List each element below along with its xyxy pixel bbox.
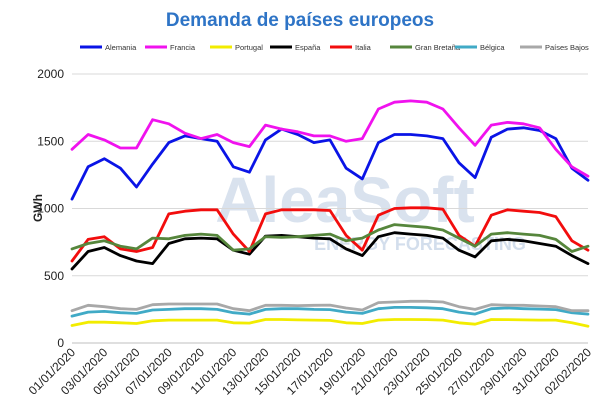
legend-label: Francia	[170, 43, 196, 52]
legend-item: Italia	[330, 43, 372, 52]
series-line-belgica	[70, 305, 590, 318]
legend-item: España	[270, 43, 321, 52]
legend-label: Alemania	[105, 43, 137, 52]
y-tick-label: 1000	[37, 202, 64, 216]
legend-item: Portugal	[210, 43, 263, 52]
watermark: AleaSoft ENERGY FORECASTING	[215, 164, 526, 254]
legend-item: Alemania	[80, 43, 137, 52]
series-line-espana	[70, 231, 590, 271]
legend: Alemania Francia Portugal España Italia Gran …	[80, 43, 589, 52]
series-line-gran-bretana	[70, 223, 590, 253]
legend-label: Portugal	[235, 43, 263, 52]
legend-label: España	[295, 43, 321, 52]
x-axis: 01/01/202003/01/202005/01/202007/01/2020…	[26, 345, 595, 398]
series-line-portugal	[70, 318, 590, 328]
legend-item: Gran Bretaña	[390, 43, 461, 52]
y-axis: 0 500 1000 1500 2000	[37, 67, 64, 350]
series-line-paises-bajos	[70, 299, 590, 313]
y-tick-label: 1500	[37, 134, 64, 148]
series-lines	[70, 99, 590, 328]
legend-label: Gran Bretaña	[415, 43, 461, 52]
legend-label: Países Bajos	[545, 43, 589, 52]
series-line-italia	[70, 206, 590, 263]
legend-item: Países Bajos	[520, 43, 589, 52]
chart-title: Demanda de países europeos	[166, 10, 434, 31]
y-tick-label: 500	[44, 269, 64, 283]
legend-item: Francia	[145, 43, 196, 52]
legend-label: Bélgica	[480, 43, 505, 52]
legend-item: Bélgica	[455, 43, 505, 52]
y-axis-label: GWh	[31, 194, 45, 222]
y-tick-label: 0	[57, 336, 64, 350]
series-line-francia	[70, 99, 590, 178]
legend-label: Italia	[355, 43, 372, 52]
watermark-brand: AleaSoft	[215, 164, 475, 236]
series-line-alemania	[70, 126, 590, 201]
y-tick-label: 2000	[37, 67, 64, 81]
grid	[72, 73, 588, 277]
